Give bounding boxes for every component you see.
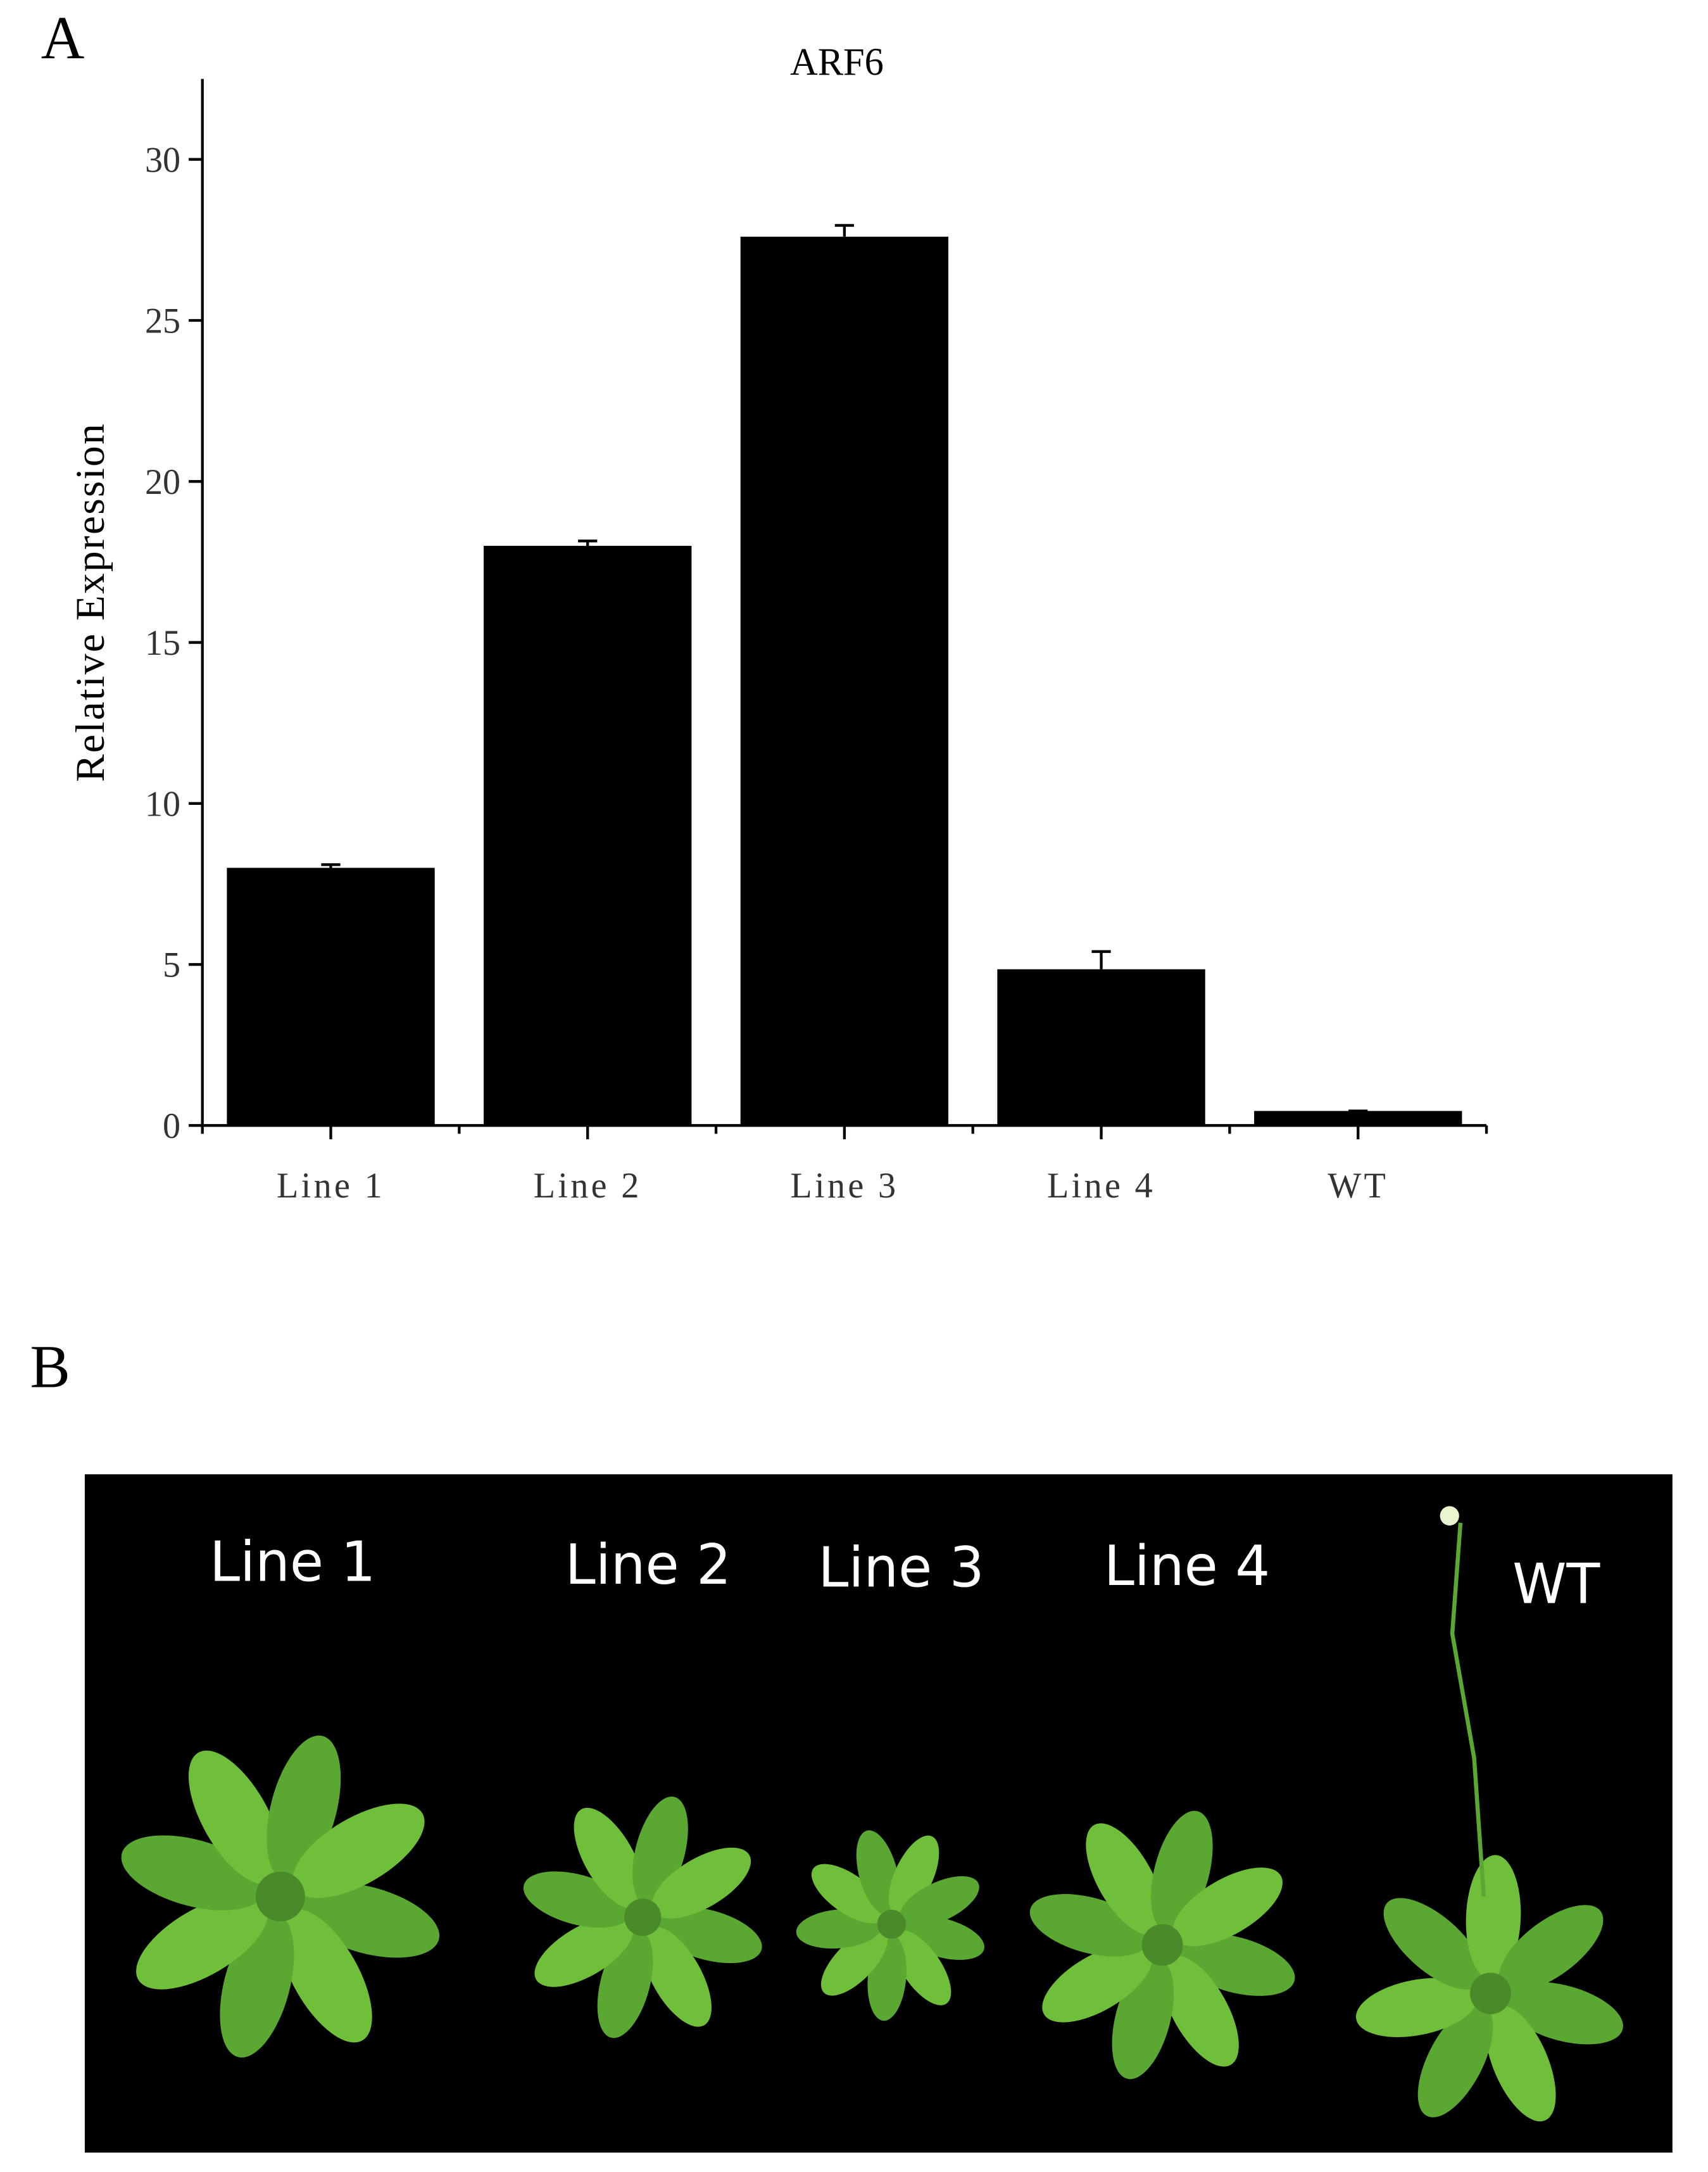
photo-label: Line 3 <box>818 1536 984 1600</box>
error-bar <box>834 224 854 237</box>
leaf <box>651 1847 751 1919</box>
x-tick-label: Line 1 <box>277 1166 385 1206</box>
x-tick-label: Line 2 <box>534 1166 642 1206</box>
panel-label: A <box>41 4 85 72</box>
leaf <box>292 1803 425 1898</box>
bar <box>484 545 692 1126</box>
x-tick-label: Line 3 <box>790 1166 898 1206</box>
chart-title: ARF6 <box>790 41 884 84</box>
photo-label: Line 4 <box>1104 1534 1270 1599</box>
leaf <box>1355 1978 1478 2038</box>
leaf <box>1503 1981 1623 2045</box>
x-tick-label: WT <box>1328 1166 1388 1206</box>
rosette-center <box>255 1871 305 1922</box>
bar <box>227 868 435 1126</box>
leaf <box>1383 1898 1484 1990</box>
leaf <box>1172 1867 1283 1947</box>
y-tick-label: 20 <box>145 463 180 502</box>
leaf <box>188 1750 282 1885</box>
rosette-center <box>624 1898 662 1936</box>
stem <box>1450 1522 1486 1897</box>
bar <box>1254 1111 1462 1126</box>
leaf <box>1485 2005 1556 2122</box>
leaf <box>856 1830 900 1916</box>
leaf <box>574 1807 644 1909</box>
y-tick-label: 30 <box>145 141 180 180</box>
y-tick-label: 10 <box>145 785 180 824</box>
rosette-center <box>877 1909 907 1939</box>
y-axis-label: Relative Expression <box>68 422 114 782</box>
leaf <box>1417 2004 1493 2118</box>
y-tick-label: 25 <box>145 301 180 341</box>
photo-label: Line 1 <box>210 1530 375 1594</box>
photo-label: WT <box>1512 1552 1600 1617</box>
leaf <box>641 1926 712 2027</box>
leaf <box>892 1930 951 2005</box>
error-bar <box>321 863 341 868</box>
y-tick-label: 0 <box>163 1107 180 1146</box>
leaf <box>1086 1823 1164 1935</box>
x-tick-label: Line 4 <box>1047 1166 1155 1206</box>
rosette-center <box>1470 1973 1511 2014</box>
leaf <box>1042 1943 1153 2023</box>
error-bar <box>1091 950 1111 969</box>
leaf <box>899 1876 979 1928</box>
leaf <box>136 1895 268 1990</box>
leaf <box>1466 1855 1521 1980</box>
flower <box>1440 1506 1459 1526</box>
leaf <box>534 1916 634 1987</box>
y-tick-label: 15 <box>145 624 180 663</box>
panel-label: B <box>30 1333 70 1401</box>
leaf <box>1161 1955 1239 2067</box>
bar <box>740 236 949 1126</box>
error-bar <box>578 540 598 546</box>
rosette-center <box>1141 1924 1183 1966</box>
leaf <box>811 1864 886 1924</box>
photo-label: Line 2 <box>565 1532 731 1597</box>
bar <box>997 969 1205 1126</box>
y-tick-label: 5 <box>163 945 180 985</box>
plants <box>121 1506 1623 2122</box>
leaf <box>1498 1905 1604 1992</box>
leaf <box>820 1928 888 1996</box>
leaf <box>279 1909 372 2043</box>
leaf <box>888 1835 939 1917</box>
